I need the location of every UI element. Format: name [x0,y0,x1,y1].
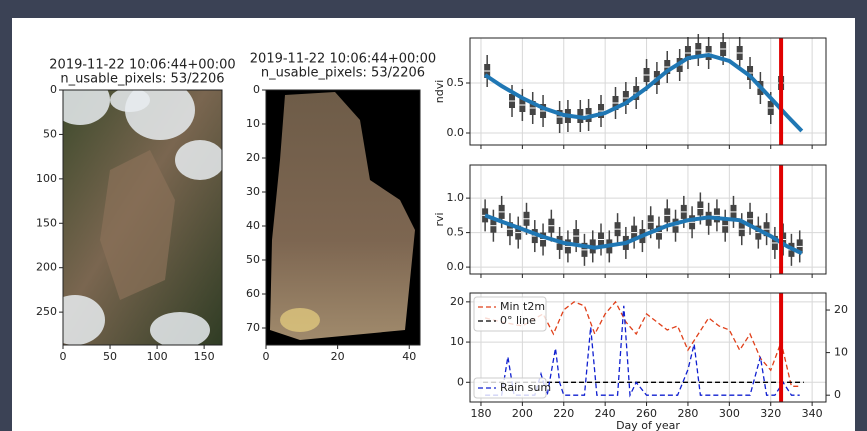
y-tick-label: 0.5 [447,76,465,89]
highlight [280,308,320,332]
y-tick-label: 30 [246,185,260,198]
y-axis-label: ndvi [433,80,446,104]
x-axis-label: Day of year [616,419,680,431]
y-tick-label: 20 [246,151,260,164]
legend-label: Rain sum [500,381,551,394]
y-tick-label: 50 [43,127,57,140]
y2-tick-label: 20 [834,303,848,316]
x-tick-label: 340 [802,407,823,420]
x-tick-label: 300 [719,407,740,420]
y-tick-label: 100 [36,172,57,185]
title: 2019-11-22 10:06:44+00:00 [250,52,436,67]
y-tick-label: 0.5 [447,226,465,239]
x-tick-label: 240 [595,407,616,420]
x-tick-label: 180 [470,407,491,420]
y2-tick-label: 10 [834,346,848,359]
legend-label: Min t2m [500,300,545,313]
cloud [150,312,210,348]
y-tick-label: 70 [246,321,260,334]
subtitle: n_usable_pixels: 53/2206 [261,66,425,81]
y-tick-label: 40 [246,219,260,232]
x-tick-label: 280 [677,407,698,420]
y-tick-label: 20 [450,295,464,308]
image-content [45,75,225,348]
y-tick-label: 0.0 [447,126,465,139]
y2-tick-label: 0 [834,388,841,401]
x-tick-label: 40 [402,350,416,363]
x-tick-label: 100 [147,350,168,363]
x-tick-label: 20 [331,350,345,363]
y-tick-label: 10 [246,117,260,130]
y-tick-label: 1.0 [447,191,465,204]
cloud [110,88,150,112]
y-tick-label: 50 [246,253,260,266]
x-tick-label: 0 [263,350,270,363]
figure: 2019-11-22 10:06:44+00:00n_usable_pixels… [0,0,867,431]
image [45,75,225,348]
legend-label: 0° line [500,314,536,327]
y-tick-label: 0.0 [447,260,465,273]
subtitle: n_usable_pixels: 53/2206 [60,72,224,87]
x-tick-label: 200 [512,407,533,420]
cloud [175,140,225,180]
y-tick-label: 200 [36,261,57,274]
page: 2019-11-22 10:06:44+00:00n_usable_pixels… [0,0,867,431]
y-tick-label: 150 [36,216,57,229]
image [266,90,420,345]
y-tick-label: 0 [253,83,260,96]
x-tick-label: 220 [553,407,574,420]
y-tick-label: 0 [457,375,464,388]
y-axis-label: rvi [433,212,446,226]
x-tick-label: 50 [103,350,117,363]
image-content [266,90,420,345]
y-tick-label: 60 [246,287,260,300]
x-tick-label: 150 [194,350,215,363]
y-tick-label: 0 [50,83,57,96]
y-tick-label: 10 [450,335,464,348]
title: 2019-11-22 10:06:44+00:00 [49,58,235,73]
x-tick-label: 320 [760,407,781,420]
x-tick-label: 0 [60,350,67,363]
y-tick-label: 250 [36,305,57,318]
